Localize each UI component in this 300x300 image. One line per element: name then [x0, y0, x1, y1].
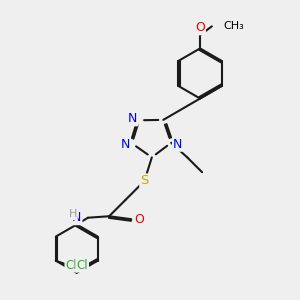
Text: CH₃: CH₃ — [223, 21, 244, 31]
Text: S: S — [140, 174, 149, 188]
Text: N: N — [128, 112, 137, 125]
Text: O: O — [195, 21, 205, 34]
Text: Cl: Cl — [76, 259, 88, 272]
Text: N: N — [173, 138, 182, 151]
Text: Cl: Cl — [65, 259, 77, 272]
Text: N: N — [121, 138, 130, 152]
Text: O: O — [134, 213, 144, 226]
Text: N: N — [72, 211, 82, 224]
Text: H: H — [68, 209, 77, 219]
